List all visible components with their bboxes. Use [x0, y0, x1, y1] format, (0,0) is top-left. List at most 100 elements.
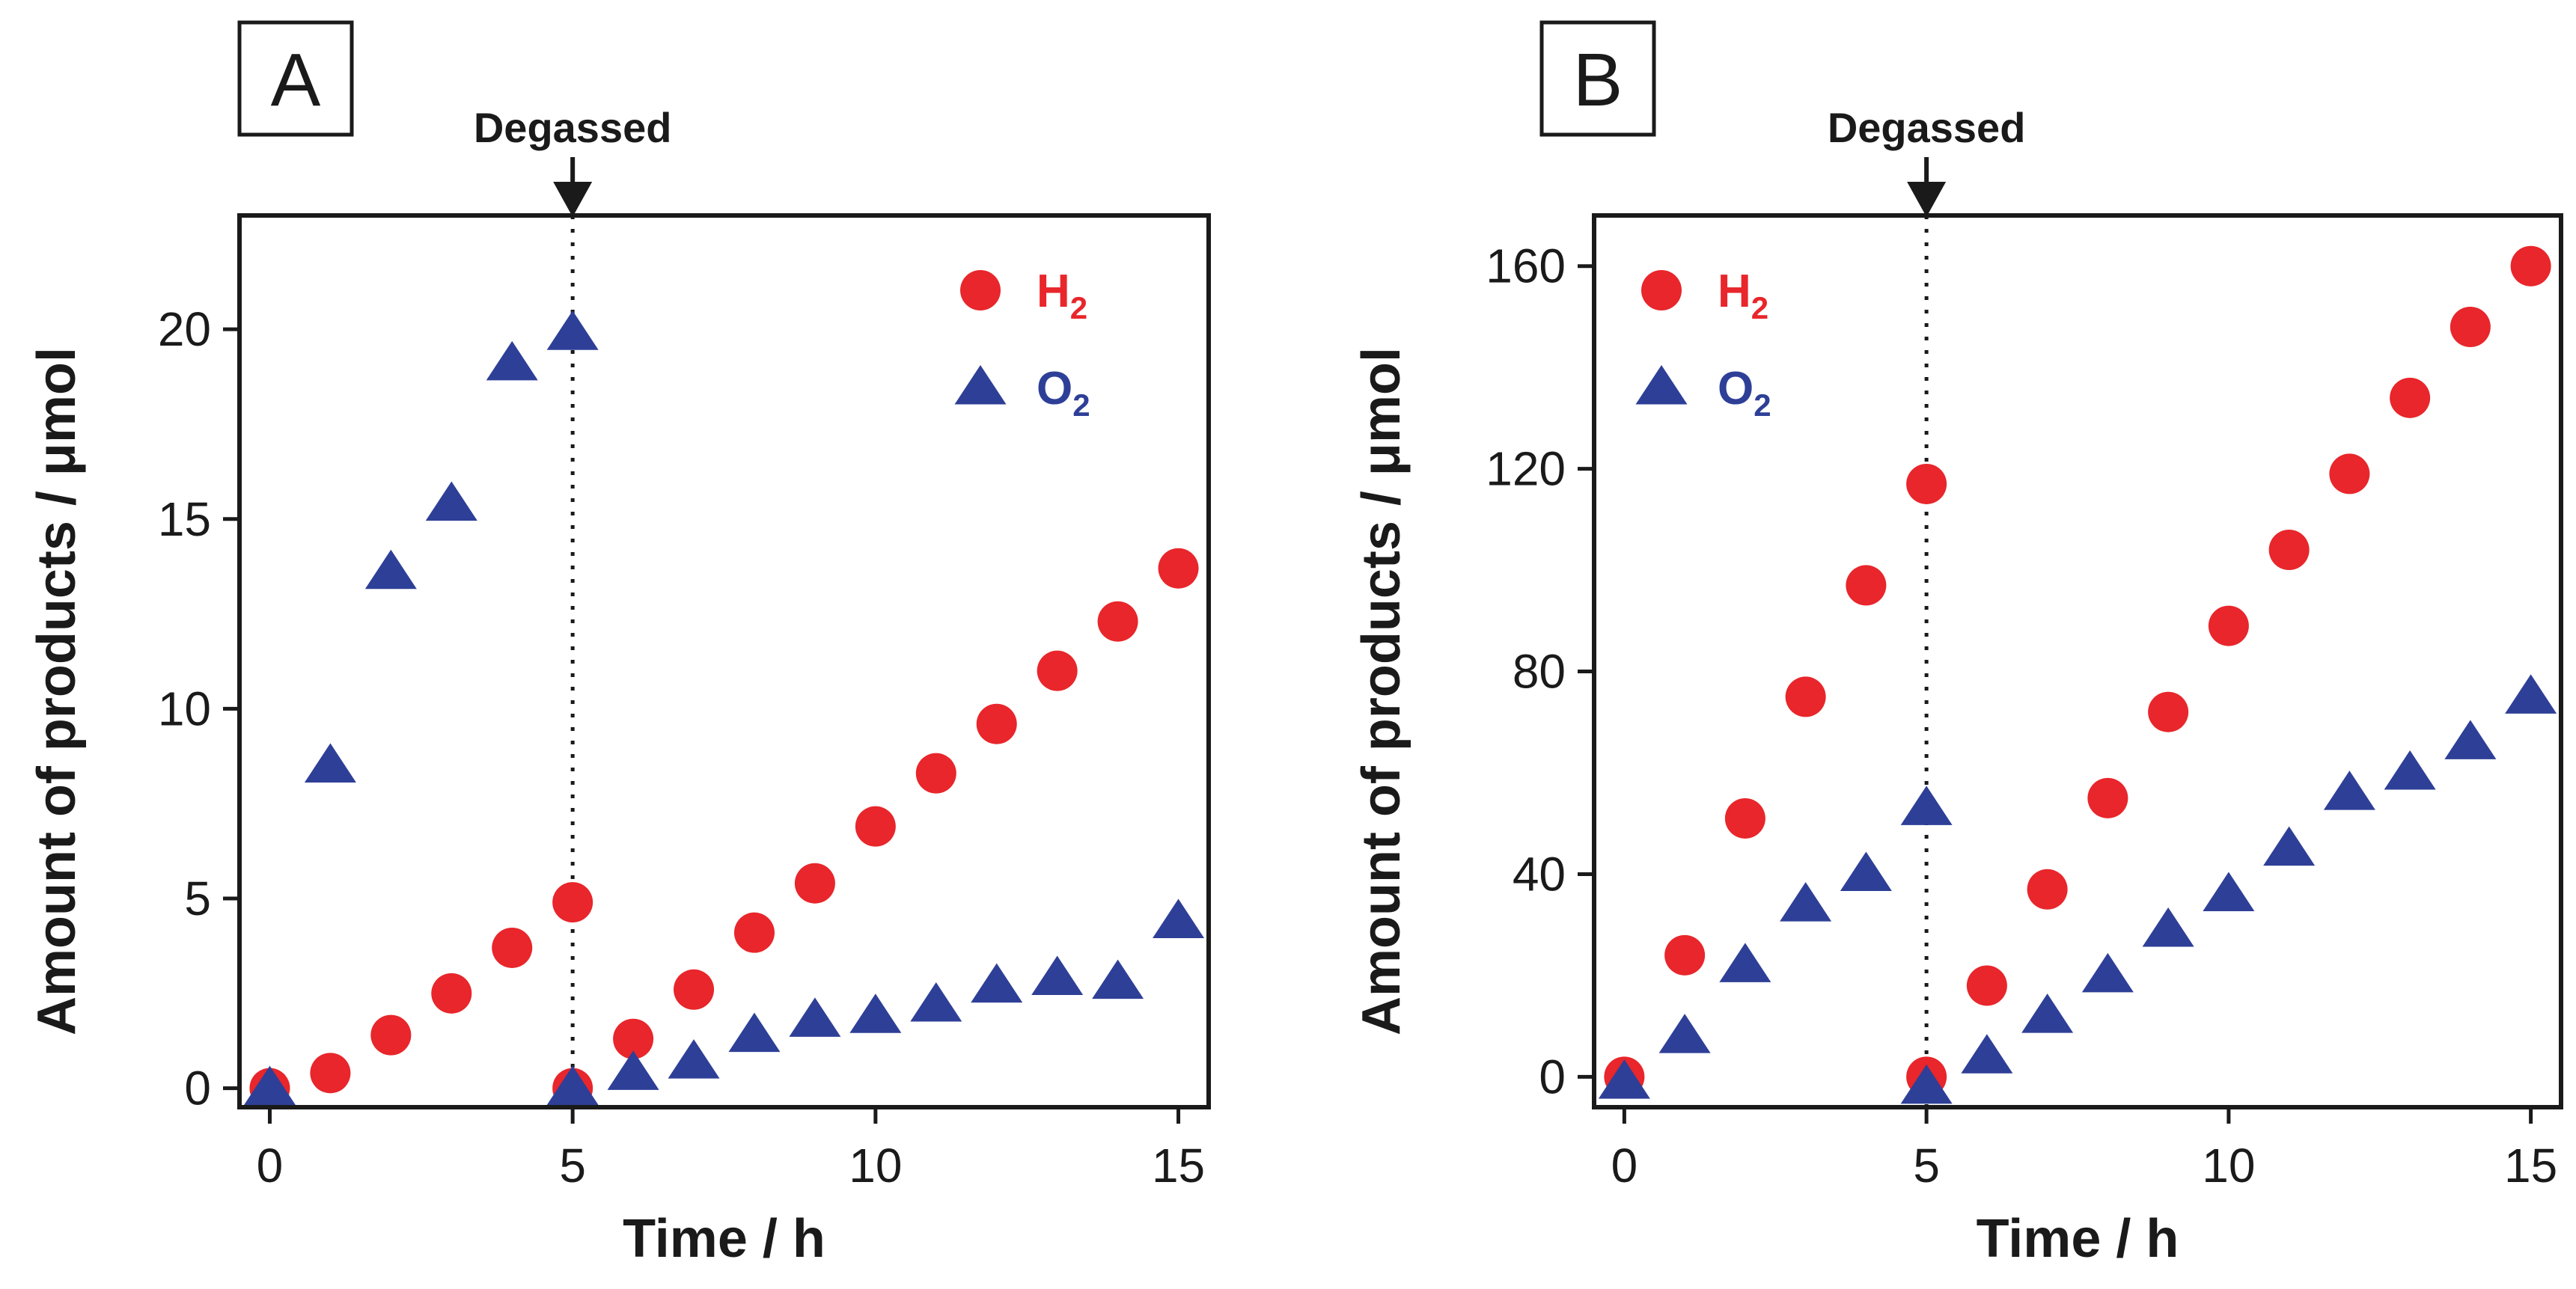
data-point-o2: [1900, 786, 1953, 825]
data-point-h2: [613, 1018, 654, 1059]
data-point-h2: [431, 973, 472, 1014]
data-point-o2: [1961, 1034, 2013, 1074]
data-point-o2: [1598, 1059, 1650, 1099]
plot-frame: [1592, 213, 2563, 1109]
data-point-h2: [1037, 650, 1078, 691]
data-point-h2: [2208, 605, 2249, 646]
data-point-h2: [1846, 565, 1887, 606]
legend-marker-o2: [1635, 365, 1688, 405]
data-point-o2: [2323, 771, 2375, 810]
y-tick-label: 10: [158, 682, 211, 735]
data-point-h2: [855, 806, 896, 847]
data-point-h2: [2027, 869, 2068, 910]
x-tick-label: 0: [1611, 1139, 1638, 1192]
plot-frame: [237, 213, 1211, 1109]
degassed-arrow-head: [1907, 182, 1947, 217]
data-point-o2: [2081, 952, 2134, 993]
data-point-h2: [1906, 463, 1947, 504]
data-point-h2: [1158, 548, 1199, 589]
data-point-h2: [370, 1014, 412, 1056]
data-point-o2: [910, 982, 962, 1022]
y-tick-label: 15: [158, 492, 211, 546]
data-point-o2: [2203, 872, 2255, 912]
legend-label-o2: O2: [1718, 363, 1771, 423]
data-point-h2: [976, 703, 1017, 744]
data-point-o2: [2384, 750, 2436, 790]
legend-label-subscript: 2: [1070, 290, 1087, 325]
data-point-o2: [486, 340, 538, 381]
x-tick-label: 0: [257, 1139, 284, 1192]
x-tick-label: 5: [559, 1139, 586, 1192]
legend-label-subscript: 2: [1751, 290, 1768, 325]
data-point-h2: [794, 863, 835, 904]
data-point-o2: [2021, 993, 2074, 1033]
data-point-o2: [728, 1012, 781, 1053]
data-point-o2: [1840, 851, 1892, 891]
data-point-h2: [2087, 777, 2128, 818]
data-point-o2: [304, 743, 356, 783]
y-tick-label: 0: [184, 1062, 211, 1115]
legend-label-main: O: [1718, 363, 1754, 414]
x-tick-label: 15: [2504, 1139, 2557, 1192]
degassed-label: Degassed: [474, 104, 672, 151]
data-point-o2: [668, 1039, 720, 1079]
data-point-o2: [2444, 720, 2497, 759]
panel-label-box: [237, 20, 354, 137]
series-o2: [1598, 674, 2557, 1104]
data-point-o2: [425, 481, 477, 521]
data-point-o2: [1031, 955, 1084, 996]
x-tick-label: 5: [1913, 1139, 1940, 1192]
data-point-h2: [2390, 377, 2431, 418]
data-point-h2: [1966, 965, 2007, 1006]
x-axis-title: Time / h: [1977, 1209, 2179, 1269]
data-point-h2: [552, 882, 593, 923]
degassed-label: Degassed: [1828, 104, 2026, 151]
y-tick-label: 40: [1513, 847, 1566, 901]
y-tick-label: 5: [184, 872, 211, 925]
data-point-h2: [2329, 453, 2370, 495]
y-tick-label: 20: [158, 302, 211, 356]
chart-panel-b: B 0 5 10 15 0 40 80 120 160 Time / h Amount of prod…: [1352, 20, 2563, 1269]
x-axis-title: Time / h: [623, 1209, 825, 1269]
series-o2: [243, 310, 1205, 1106]
x-tick-label: 10: [849, 1139, 902, 1192]
data-point-h2: [2268, 530, 2310, 570]
panel-label: A: [271, 38, 321, 122]
data-point-o2: [849, 993, 902, 1033]
data-point-o2: [546, 1065, 599, 1106]
panel-label: B: [1573, 38, 1623, 122]
data-point-o2: [1900, 1064, 1953, 1104]
y-axis-title: Amount of products / μmol: [27, 347, 87, 1035]
y-axis-title: Amount of products / μmol: [1352, 347, 1411, 1035]
legend-marker-o2: [954, 365, 1007, 405]
degassed-arrow-head: [553, 182, 593, 217]
data-point-o2: [2263, 826, 2316, 866]
data-point-h2: [915, 753, 956, 794]
x-tick-label: 10: [2202, 1139, 2255, 1192]
chart-panel-a: A 0 5 10 15 0 5 10 15 20 Time / h Amount of product…: [27, 20, 1211, 1269]
data-point-h2: [2510, 245, 2551, 287]
data-point-o2: [1153, 898, 1205, 938]
data-point-h2: [2148, 691, 2189, 732]
data-point-o2: [789, 997, 841, 1037]
data-point-o2: [971, 963, 1023, 1003]
data-point-h2: [1785, 676, 1826, 717]
data-point-o2: [607, 1050, 659, 1090]
legend-label-main: H: [1037, 266, 1070, 317]
legend-label-main: O: [1037, 363, 1072, 414]
series-h2: [249, 548, 1199, 1109]
data-point-o2: [243, 1065, 296, 1106]
y-tick-label: 80: [1513, 645, 1566, 699]
legend-label-subscript: 2: [1754, 388, 1771, 423]
y-tick-label: 160: [1486, 239, 1566, 293]
data-point-o2: [2142, 907, 2194, 947]
y-tick-label: 0: [1539, 1050, 1566, 1103]
legend-marker-h2: [960, 270, 1001, 310]
data-point-o2: [1719, 943, 1771, 982]
data-point-h2: [674, 969, 715, 1010]
x-tick-label: 15: [1152, 1139, 1205, 1192]
data-point-h2: [1724, 797, 1765, 839]
y-tick-label: 120: [1486, 442, 1566, 496]
legend-label-o2: O2: [1037, 363, 1090, 423]
